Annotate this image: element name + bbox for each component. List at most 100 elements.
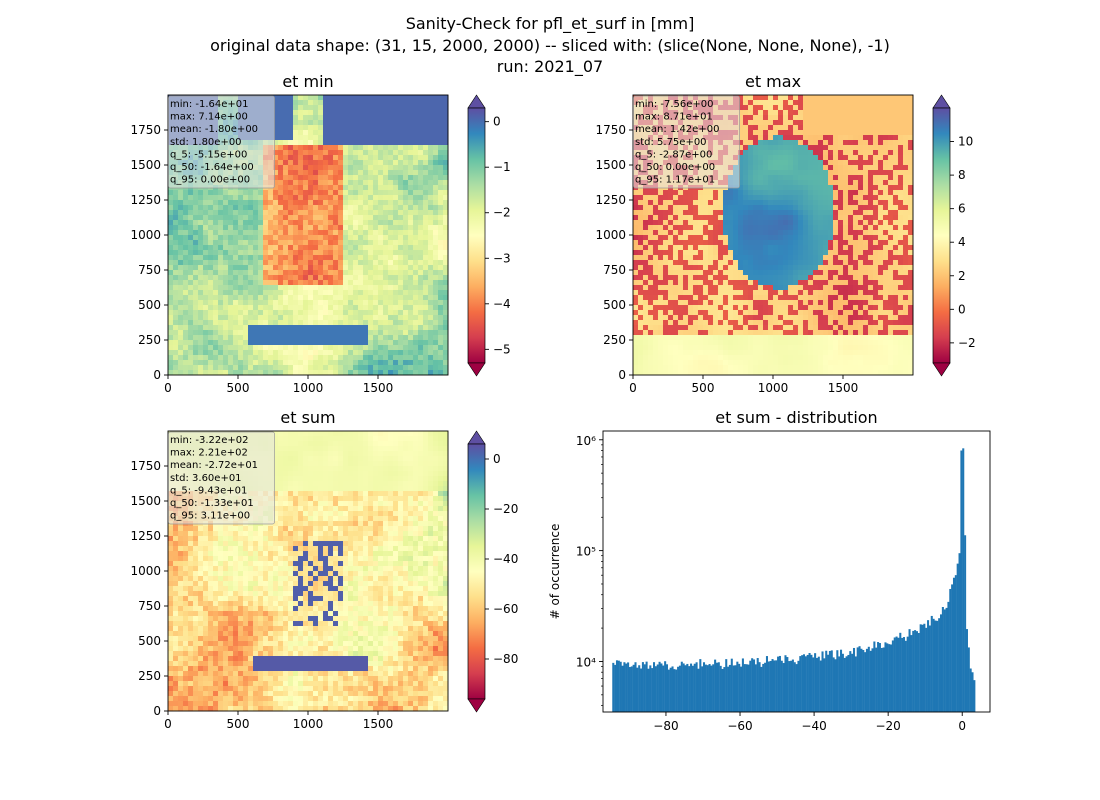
map-cell [443, 190, 449, 196]
map-cell [408, 215, 414, 221]
map-cell [293, 360, 299, 366]
map-cell [183, 245, 189, 251]
map-cell [423, 195, 429, 201]
map-cell [833, 155, 839, 161]
map-cell [393, 295, 399, 301]
map-cell [273, 215, 279, 221]
map-cell [878, 215, 884, 221]
map-cell [908, 195, 914, 201]
map-cell [748, 195, 754, 201]
map-cell [183, 350, 189, 356]
map-cell [268, 315, 274, 321]
map-cell [708, 205, 714, 211]
map-cell [398, 350, 404, 356]
map-cell [343, 290, 349, 296]
map-cell [308, 140, 314, 146]
map-cell [378, 280, 384, 286]
map-cell [848, 105, 854, 111]
map-cell [903, 135, 909, 141]
map-cell [373, 355, 379, 361]
map-cell [338, 130, 344, 136]
map-cell [838, 240, 844, 246]
map-cell [888, 115, 894, 121]
map-cell [218, 345, 224, 351]
map-cell [393, 190, 399, 196]
map-cell [243, 370, 249, 376]
map-cell [768, 100, 774, 106]
map-cell [313, 170, 319, 176]
map-cell [278, 290, 284, 296]
map-cell [798, 160, 804, 166]
map-cell [298, 145, 304, 151]
map-cell [753, 215, 759, 221]
map-cell [338, 330, 344, 336]
map-cell [428, 100, 434, 106]
map-cell [323, 235, 329, 241]
map-cell [753, 165, 759, 171]
map-cell [193, 340, 199, 346]
map-cell [348, 185, 354, 191]
map-cell [868, 245, 874, 251]
map-cell [308, 180, 314, 186]
map-cell [203, 285, 209, 291]
map-cell [168, 250, 174, 256]
map-cell [368, 320, 374, 326]
map-cell [383, 100, 389, 106]
map-cell [388, 110, 394, 116]
map-cell [288, 230, 294, 236]
map-cell [253, 355, 259, 361]
map-cell [328, 100, 334, 106]
map-cell [203, 340, 209, 346]
map-cell [328, 175, 334, 181]
map-cell [193, 300, 199, 306]
map-cell [768, 130, 774, 136]
map-cell [748, 170, 754, 176]
map-cell [873, 115, 879, 121]
map-cell [423, 240, 429, 246]
map-cell [838, 105, 844, 111]
map-cell [848, 135, 854, 141]
map-cell [393, 120, 399, 126]
map-cell [788, 200, 794, 206]
map-cell [273, 140, 279, 146]
map-cell [408, 285, 414, 291]
map-cell [338, 290, 344, 296]
map-cell [288, 305, 294, 311]
map-cell [418, 95, 424, 101]
map-cell [208, 280, 214, 286]
map-cell [288, 205, 294, 211]
map-cell [388, 200, 394, 206]
map-cell [288, 280, 294, 286]
map-cell [898, 165, 904, 171]
map-cell [793, 100, 799, 106]
map-cell [308, 110, 314, 116]
map-cell [363, 260, 369, 266]
map-cell [323, 115, 329, 121]
map-cell [298, 350, 304, 356]
map-cell [398, 265, 404, 271]
map-cell [863, 250, 869, 256]
map-cell [633, 205, 639, 211]
map-cell [323, 215, 329, 221]
map-cell [433, 265, 439, 271]
map-cell [298, 115, 304, 121]
map-cell [303, 210, 309, 216]
map-cell [908, 245, 914, 251]
map-cell [268, 350, 274, 356]
map-cell [373, 125, 379, 131]
map-cell [698, 225, 704, 231]
stats-line: q_5: -5.15e+00 [170, 149, 247, 160]
map-cell [408, 260, 414, 266]
map-cell [438, 180, 444, 186]
map-cell [288, 165, 294, 171]
map-cell [663, 205, 669, 211]
map-cell [353, 95, 359, 101]
map-cell [338, 240, 344, 246]
map-cell [278, 295, 284, 301]
map-cell [378, 305, 384, 311]
map-cell [273, 300, 279, 306]
map-cell [283, 215, 289, 221]
map-cell [318, 140, 324, 146]
map-cell [168, 335, 174, 341]
map-cell [408, 155, 414, 161]
